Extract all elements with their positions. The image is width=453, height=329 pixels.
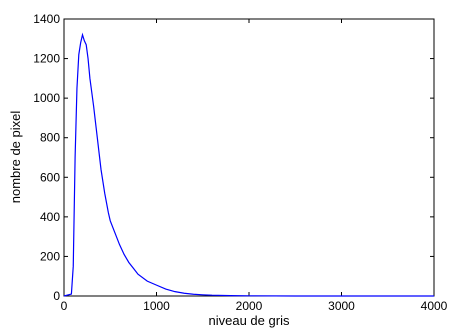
- y-tick-label: 200: [40, 249, 60, 263]
- y-tick-label: 0: [53, 289, 60, 303]
- y-axis-label: nombre de pixel: [8, 111, 23, 204]
- x-tick-label: 0: [61, 299, 68, 313]
- y-tick-label: 800: [40, 131, 60, 145]
- x-tick-label: 2000: [236, 299, 263, 313]
- x-axis: 0 1000 2000 3000 4000: [61, 19, 448, 313]
- y-tick-label: 1400: [33, 12, 60, 26]
- y-tick-label: 1200: [33, 52, 60, 66]
- x-tick-label: 3000: [328, 299, 355, 313]
- y-tick-label: 400: [40, 210, 60, 224]
- y-tick-label: 1000: [33, 91, 60, 105]
- x-tick-label: 1000: [143, 299, 170, 313]
- series-line: [63, 32, 434, 297]
- plot-area: [63, 18, 435, 297]
- x-tick-label: 4000: [421, 299, 448, 313]
- y-axis: 0 200 400 600 800 1000 1200 1400: [33, 12, 434, 303]
- x-axis-label: niveau de gris: [209, 313, 290, 328]
- y-tick-label: 600: [40, 170, 60, 184]
